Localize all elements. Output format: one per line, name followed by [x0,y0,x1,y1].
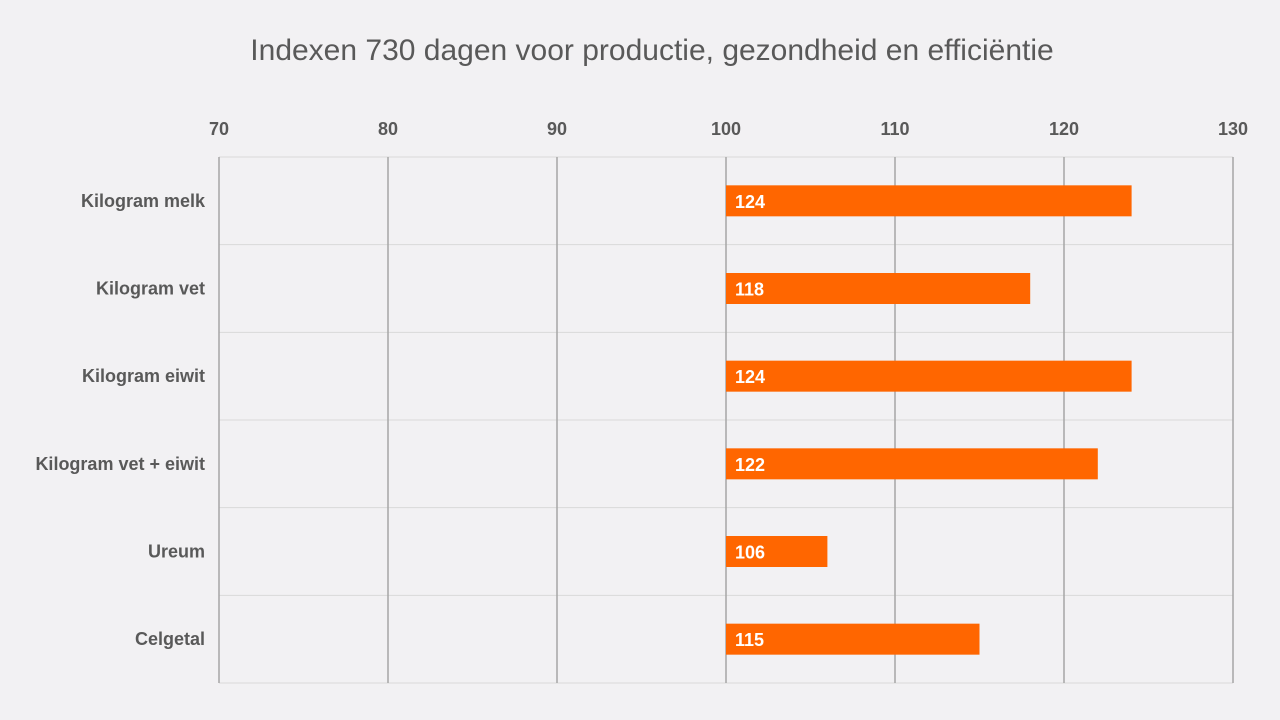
data-label: 106 [735,543,765,563]
x-tick-label: 110 [880,119,909,139]
bar [726,448,1098,480]
x-tick-label: 70 [209,119,229,139]
category-label: Celgetal [135,629,205,649]
x-tick-label: 100 [711,119,741,139]
category-label: Kilogram eiwit [82,366,205,386]
x-tick-label: 120 [1049,119,1079,139]
data-label: 124 [735,192,765,212]
bar [726,623,980,655]
bar [726,273,1031,304]
category-label: Ureum [148,542,205,562]
category-label: Kilogram vet + eiwit [35,454,205,474]
data-label: 115 [735,630,764,650]
category-label: Kilogram vet [96,279,205,299]
bar [726,360,1132,392]
bar [726,185,1132,217]
category-label: Kilogram melk [81,191,206,211]
x-tick-label: 90 [547,119,567,139]
x-tick-label: 80 [378,119,398,139]
data-label: 118 [735,280,764,300]
x-tick-label: 130 [1218,119,1248,139]
data-label: 122 [735,455,765,475]
bar [726,536,828,567]
chart-title: Indexen 730 dagen voor productie, gezond… [250,34,1054,67]
data-label: 124 [735,367,765,387]
